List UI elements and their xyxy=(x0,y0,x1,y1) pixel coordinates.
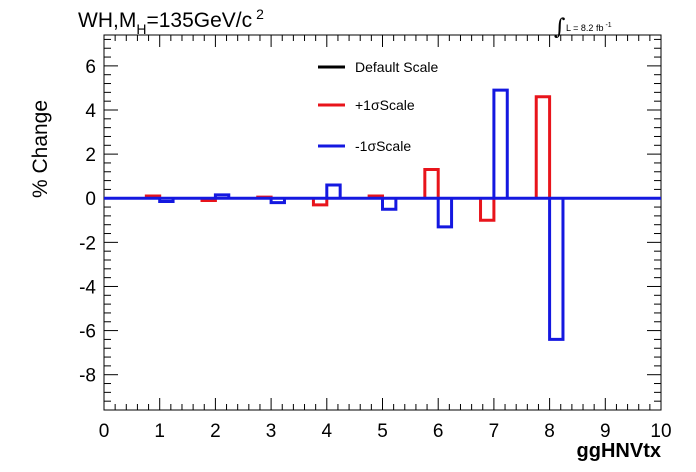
y-tick-label: 2 xyxy=(85,145,96,166)
x-tick-label: 7 xyxy=(489,421,500,442)
x-tick-label: 2 xyxy=(210,421,221,442)
chart-title: WH,MH=135GeV/c 2 xyxy=(78,6,264,37)
x-tick-label: 9 xyxy=(600,421,611,442)
bar-plus1sigma-bin-7 xyxy=(479,198,496,222)
lumi-integral-symbol: ∫ xyxy=(554,15,566,40)
chart-title-subscript: H xyxy=(136,21,146,37)
lumi-superscript: -1 xyxy=(605,22,611,29)
x-tick-label: 3 xyxy=(266,421,277,442)
lumi-label: L = 8.2 fb -1 xyxy=(566,22,612,33)
x-tick-label: 0 xyxy=(99,421,110,442)
bar-minus1sigma-bin-4 xyxy=(325,183,342,199)
x-tick-label: 6 xyxy=(433,421,444,442)
y-tick-label: -6 xyxy=(79,322,96,343)
x-tick-label: 4 xyxy=(322,421,333,442)
lumi-text: L = 8.2 fb xyxy=(566,23,603,33)
x-tick-label: 8 xyxy=(544,421,555,442)
chart-title-rest: =135GeV/c xyxy=(146,9,252,32)
y-tick-label: -8 xyxy=(79,366,96,387)
axes: 0 1 2 3 4 5 6 7 8 9 10 6 4 2 0 -2 -4 -6 -8 xyxy=(79,34,672,442)
bar-minus1sigma-bin-3 xyxy=(269,198,286,205)
bar-minus1sigma-bin-1 xyxy=(158,198,175,204)
plot-frame xyxy=(103,34,662,411)
legend: Default Scale +1σScale -1σScale xyxy=(318,59,438,154)
y-tick-label: -2 xyxy=(79,233,96,254)
legend-label: +1σScale xyxy=(355,97,415,113)
bar-minus1sigma-bin-7 xyxy=(492,88,509,199)
bar-plus1sigma-bin-4 xyxy=(311,198,329,207)
x-axis-label: ggHNVtx xyxy=(577,440,661,462)
y-tick-label: 6 xyxy=(85,57,96,78)
bar-minus1sigma-bin-2 xyxy=(213,193,231,199)
bar-minus1sigma-bin-6 xyxy=(436,198,454,229)
y-tick-label: 4 xyxy=(85,101,96,122)
bar-minus1sigma-bin-8 xyxy=(548,198,565,341)
legend-label: Default Scale xyxy=(355,59,438,75)
bar-minus1sigma-bin-5 xyxy=(381,198,398,211)
x-tick-label: 1 xyxy=(154,421,165,442)
bars xyxy=(104,88,661,341)
bar-plus1sigma-bin-6 xyxy=(423,168,440,199)
y-tick-label: -4 xyxy=(79,277,96,298)
x-tick-label: 5 xyxy=(377,421,388,442)
chart-title-superscript: 2 xyxy=(256,6,264,22)
y-axis-label: % Change xyxy=(29,100,52,198)
x-tick-label: 10 xyxy=(650,421,671,442)
legend-label: -1σScale xyxy=(355,138,411,154)
chart-title-main: WH,M xyxy=(78,9,136,32)
bar-plus1sigma-bin-8 xyxy=(534,95,552,199)
y-tick-label: 0 xyxy=(85,189,96,210)
